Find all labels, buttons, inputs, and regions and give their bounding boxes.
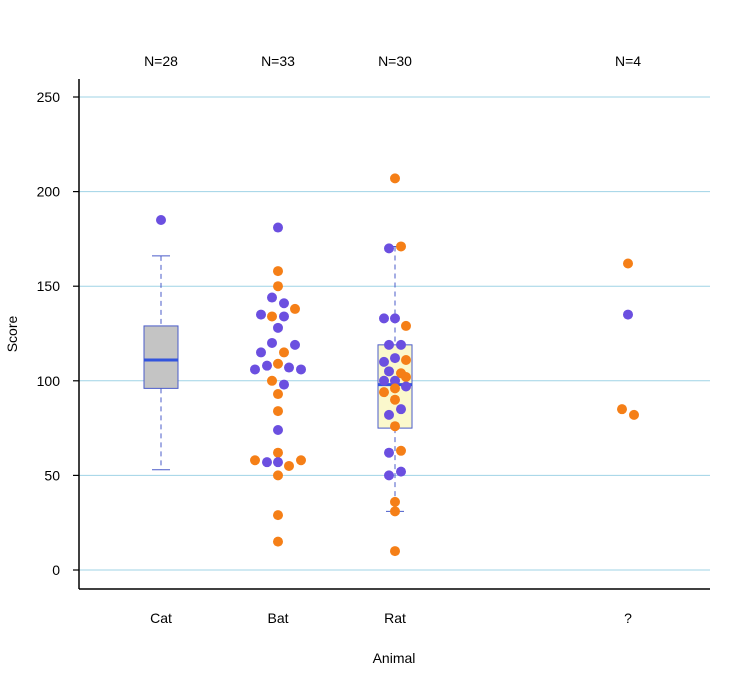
data-point-unknown-2 [617, 404, 627, 415]
data-point-rat-15 [390, 375, 400, 386]
data-point-bat-29 [284, 460, 294, 471]
data-point-bat-23 [273, 424, 283, 435]
data-point-bat-3 [267, 292, 277, 303]
data-point-rat-28 [390, 506, 400, 517]
data-point-rat-0 [390, 173, 400, 184]
data-point-bat-13 [279, 347, 289, 358]
data-point-bat-26 [296, 455, 306, 466]
data-point-bat-17 [250, 364, 260, 375]
y-tick-label-250: 250 [37, 89, 61, 105]
data-point-rat-21 [384, 409, 394, 420]
data-point-bat-24 [273, 447, 283, 458]
y-ticks: 0 50 100 150 200 250 [37, 89, 79, 578]
data-point-rat-18 [379, 387, 389, 398]
x-tick-label-unknown: ? [624, 610, 632, 626]
data-point-bat-18 [296, 364, 306, 375]
y-tick-label-150: 150 [37, 278, 61, 294]
box-cat [143, 325, 179, 389]
data-point-rat-5 [401, 320, 411, 331]
data-point-rat-13 [401, 372, 411, 383]
y-tick-label-0: 0 [52, 562, 60, 578]
count-label-cat: N=28 [144, 53, 178, 69]
data-point-rat-7 [396, 339, 406, 350]
count-label-unknown: N=4 [615, 53, 641, 69]
data-point-rat-20 [396, 404, 406, 415]
data-point-rat-11 [384, 366, 394, 377]
y-tick-label-50: 50 [44, 467, 60, 483]
x-axis-label: Animal [373, 650, 416, 666]
data-point-bat-6 [256, 309, 266, 320]
data-point-bat-28 [273, 457, 283, 468]
data-point-bat-22 [273, 406, 283, 417]
count-label-bat: N=33 [261, 53, 295, 69]
count-labels: N=28 N=33 N=30 N=4 [144, 53, 641, 69]
data-point-rat-17 [390, 383, 400, 394]
x-tick-label-cat: Cat [150, 610, 172, 626]
data-point-rat-29 [390, 546, 400, 557]
data-point-bat-8 [279, 311, 289, 322]
outlier-point-cat-0 [156, 214, 166, 225]
data-point-rat-6 [384, 339, 394, 350]
data-point-bat-5 [290, 303, 300, 314]
data-point-bat-21 [273, 389, 283, 400]
data-point-rat-19 [390, 394, 400, 405]
data-point-rat-3 [379, 313, 389, 324]
data-point-bat-25 [250, 455, 260, 466]
data-point-bat-0 [273, 222, 283, 233]
y-tick-label-200: 200 [37, 184, 61, 200]
data-point-rat-23 [396, 445, 406, 456]
data-point-bat-20 [279, 379, 289, 390]
data-point-bat-15 [262, 360, 272, 371]
data-point-bat-16 [284, 362, 294, 373]
data-point-unknown-0 [623, 258, 633, 269]
data-point-rat-1 [396, 241, 406, 252]
data-point-bat-10 [267, 337, 277, 348]
data-point-rat-10 [379, 356, 389, 367]
data-point-bat-12 [256, 347, 266, 358]
data-point-bat-14 [273, 358, 283, 369]
data-point-bat-19 [267, 375, 277, 386]
data-point-unknown-1 [623, 309, 633, 320]
data-point-bat-9 [273, 322, 283, 333]
data-point-bat-32 [273, 536, 283, 547]
y-tick-label-100: 100 [37, 373, 61, 389]
data-point-bat-4 [279, 298, 289, 309]
data-point-rat-24 [384, 447, 394, 458]
data-point-rat-16 [401, 381, 411, 392]
count-label-rat: N=30 [378, 53, 412, 69]
data-point-rat-8 [390, 353, 400, 364]
data-point-rat-26 [384, 470, 394, 481]
data-point-rat-27 [390, 496, 400, 507]
data-point-bat-2 [273, 281, 283, 292]
data-point-rat-9 [401, 354, 411, 365]
data-point-rat-4 [390, 313, 400, 324]
x-tick-label-bat: Bat [267, 610, 288, 626]
data-point-unknown-3 [629, 409, 639, 420]
x-ticks: Cat Bat Rat? [150, 610, 632, 626]
data-point-bat-1 [273, 266, 283, 277]
data-point-bat-11 [290, 339, 300, 350]
data-point-bat-30 [273, 470, 283, 481]
data-point-bat-31 [273, 510, 283, 521]
x-tick-label-rat: Rat [384, 610, 406, 626]
data-points [250, 173, 639, 557]
data-point-rat-2 [384, 243, 394, 254]
data-point-rat-22 [390, 421, 400, 432]
data-point-bat-7 [267, 311, 277, 322]
data-point-rat-14 [379, 375, 389, 386]
data-point-bat-27 [262, 457, 272, 468]
y-axis-label: Score [4, 316, 20, 353]
data-point-rat-25 [396, 466, 406, 477]
